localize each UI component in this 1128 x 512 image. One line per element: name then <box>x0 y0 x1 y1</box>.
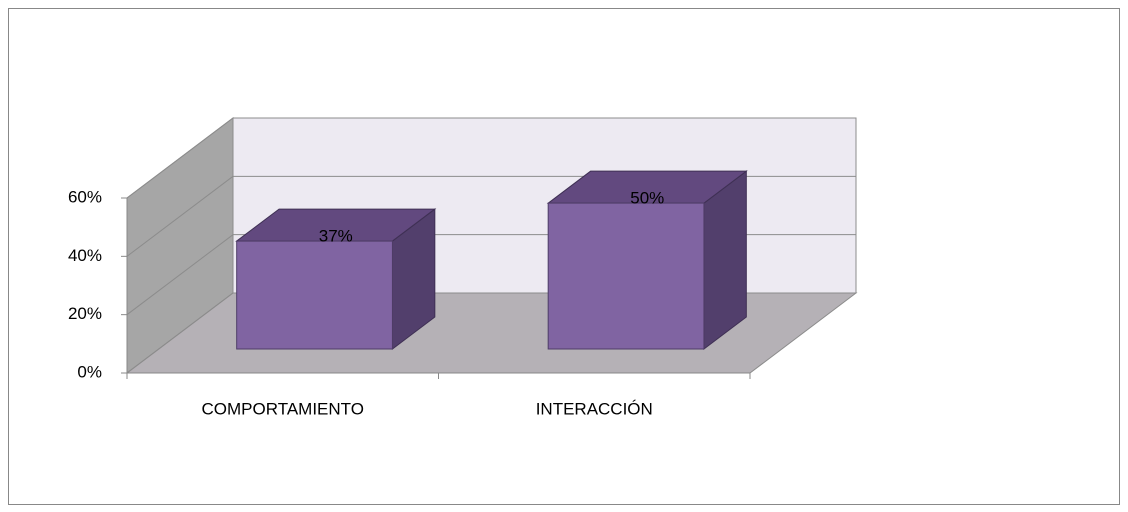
grid-line <box>126 117 234 199</box>
y-tick-label: 60% <box>68 187 102 206</box>
y-tick-label: 40% <box>68 246 102 265</box>
grid-line <box>126 292 234 374</box>
grid-line <box>126 234 234 316</box>
data-label: 37% <box>319 227 353 246</box>
data-label: 50% <box>630 189 664 208</box>
x-tick-label: COMPORTAMIENTO <box>202 399 364 418</box>
bar <box>547 202 705 350</box>
bar <box>236 240 393 350</box>
y-tick-label: 0% <box>77 362 102 381</box>
y-tick-label: 20% <box>68 304 102 323</box>
grid-line <box>126 175 234 257</box>
x-tick-label: INTERACCIÓN <box>536 399 653 418</box>
